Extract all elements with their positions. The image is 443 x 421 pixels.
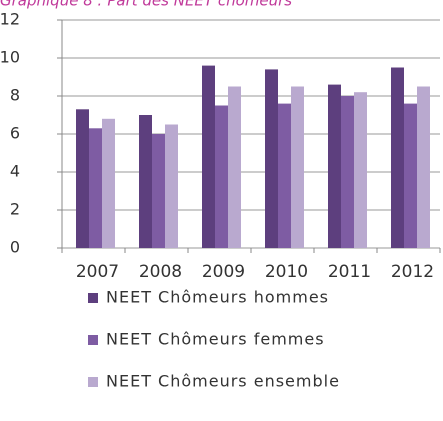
- x-tick-label: 2009: [202, 262, 245, 282]
- y-tick-label: 12: [0, 10, 20, 29]
- bar: [354, 92, 367, 248]
- x-tick-label: 2011: [328, 262, 371, 282]
- bar: [102, 118, 115, 248]
- bar: [341, 96, 354, 248]
- bar: [152, 134, 165, 248]
- chart-title: Graphique 8 : Part des NEET chômeurs: [0, 0, 292, 10]
- bar: [417, 86, 430, 248]
- legend-label: NEET Chômeurs femmes: [106, 330, 325, 349]
- bar: [265, 69, 278, 249]
- bar: [404, 103, 417, 248]
- bar: [139, 115, 152, 248]
- y-tick-label: 2: [10, 200, 20, 219]
- x-tick-label: 2007: [76, 262, 119, 282]
- bar: [228, 86, 241, 248]
- bar: [278, 103, 291, 248]
- y-tick-label: 6: [10, 124, 20, 143]
- legend-label: NEET Chômeurs ensemble: [106, 372, 340, 391]
- x-tick-label: 2012: [391, 262, 434, 282]
- y-tick-label: 4: [10, 162, 20, 181]
- legend-swatch: [88, 293, 98, 303]
- bar: [291, 86, 304, 248]
- y-tick-label: 0: [10, 238, 20, 257]
- legend-swatch: [88, 377, 98, 387]
- bar: [89, 128, 102, 248]
- bar: [202, 65, 215, 248]
- bar: [76, 109, 89, 248]
- bar: [215, 105, 228, 248]
- y-tick-label: 10: [0, 48, 20, 67]
- y-tick-label: 8: [10, 86, 20, 105]
- legend-label: NEET Chômeurs hommes: [106, 288, 329, 307]
- legend-swatch: [88, 335, 98, 345]
- x-tick-label: 2008: [139, 262, 182, 282]
- bar: [391, 67, 404, 248]
- x-tick-label: 2010: [265, 262, 308, 282]
- bar: [165, 124, 178, 248]
- bar: [328, 84, 341, 248]
